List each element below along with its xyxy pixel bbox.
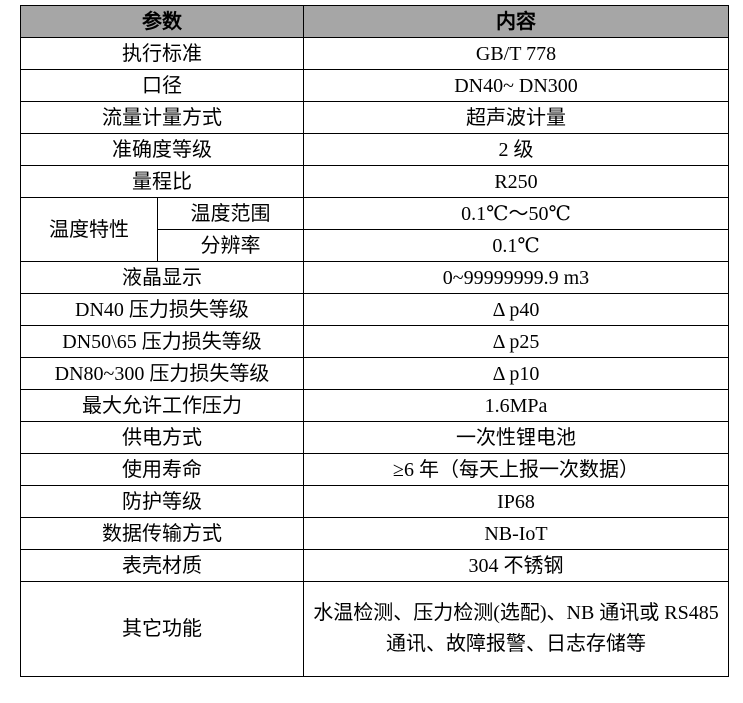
spec-table: 参数 内容 执行标准 GB/T 778 口径 DN40~ DN300 流量计量方式 超声波… (20, 5, 729, 677)
table-row: 温度特性 温度范围 0.1℃～50℃ (20, 197, 729, 262)
table-row: 口径 DN40~ DN300 (20, 69, 729, 102)
param-cell: 防护等级 (20, 485, 304, 518)
table-row: 液晶显示 0~99999999.9 m3 (20, 261, 729, 294)
table-row: 流量计量方式 超声波计量 (20, 101, 729, 134)
value-cell: 0~99999999.9 m3 (303, 261, 729, 294)
value-cell: 1.6MPa (303, 389, 729, 422)
param-cell: 使用寿命 (20, 453, 304, 486)
table-row: 执行标准 GB/T 778 (20, 37, 729, 70)
param-cell: 数据传输方式 (20, 517, 304, 550)
param-cell: 供电方式 (20, 421, 304, 454)
value-cell: GB/T 778 (303, 37, 729, 70)
value-cell: R250 (303, 165, 729, 198)
value-cell: 0.1℃～50℃ (303, 197, 729, 230)
value-cell: 304 不锈钢 (303, 549, 729, 582)
table-row: 准确度等级 2 级 (20, 133, 729, 166)
value-cell: Δ p40 (303, 293, 729, 326)
table-row: DN80~300 压力损失等级 Δ p10 (20, 357, 729, 390)
param-cell: DN40 压力损失等级 (20, 293, 304, 326)
value-cell: 一次性锂电池 (303, 421, 729, 454)
table-row: DN40 压力损失等级 Δ p40 (20, 293, 729, 326)
value-cell: DN40~ DN300 (303, 69, 729, 102)
param-cell: 执行标准 (20, 37, 304, 70)
param-cell: DN80~300 压力损失等级 (20, 357, 304, 390)
value-cell: NB-IoT (303, 517, 729, 550)
table-row: 量程比 R250 (20, 165, 729, 198)
table-row: 使用寿命 ≥6 年（每天上报一次数据） (20, 453, 729, 486)
param-cell: 口径 (20, 69, 304, 102)
table-row: 分辨率 0.1℃ (21, 229, 729, 262)
param-cell: 准确度等级 (20, 133, 304, 166)
value-cell: Δ p10 (303, 357, 729, 390)
param-cell: 最大允许工作压力 (20, 389, 304, 422)
value-cell: IP68 (303, 485, 729, 518)
value-cell: 水温检测、压力检测(选配)、NB 通讯或 RS485 通讯、故障报警、日志存储等 (303, 581, 729, 677)
table-row: 表壳材质 304 不锈钢 (20, 549, 729, 582)
value-cell: Δ p25 (303, 325, 729, 358)
sub-param-cell: 分辨率 (157, 229, 304, 262)
value-cell: ≥6 年（每天上报一次数据） (303, 453, 729, 486)
value-cell: 0.1℃ (303, 229, 729, 262)
table-row: 数据传输方式 NB-IoT (20, 517, 729, 550)
table-row: 供电方式 一次性锂电池 (20, 421, 729, 454)
param-cell: 表壳材质 (20, 549, 304, 582)
param-cell: DN50\65 压力损失等级 (20, 325, 304, 358)
sub-param-cell: 温度范围 (157, 197, 304, 230)
table-row: DN50\65 压力损失等级 Δ p25 (20, 325, 729, 358)
value-cell: 超声波计量 (303, 101, 729, 134)
header-content: 内容 (303, 5, 729, 38)
value-cell: 2 级 (303, 133, 729, 166)
table-row: 防护等级 IP68 (20, 485, 729, 518)
param-cell: 液晶显示 (20, 261, 304, 294)
table-header-row: 参数 内容 (20, 5, 729, 38)
param-cell: 流量计量方式 (20, 101, 304, 134)
header-param: 参数 (20, 5, 304, 38)
param-cell: 量程比 (20, 165, 304, 198)
table-row: 其它功能 水温检测、压力检测(选配)、NB 通讯或 RS485 通讯、故障报警、日… (20, 581, 729, 677)
param-cell: 其它功能 (20, 581, 304, 677)
table-row: 最大允许工作压力 1.6MPa (20, 389, 729, 422)
param-group-cell: 温度特性 (20, 197, 158, 262)
